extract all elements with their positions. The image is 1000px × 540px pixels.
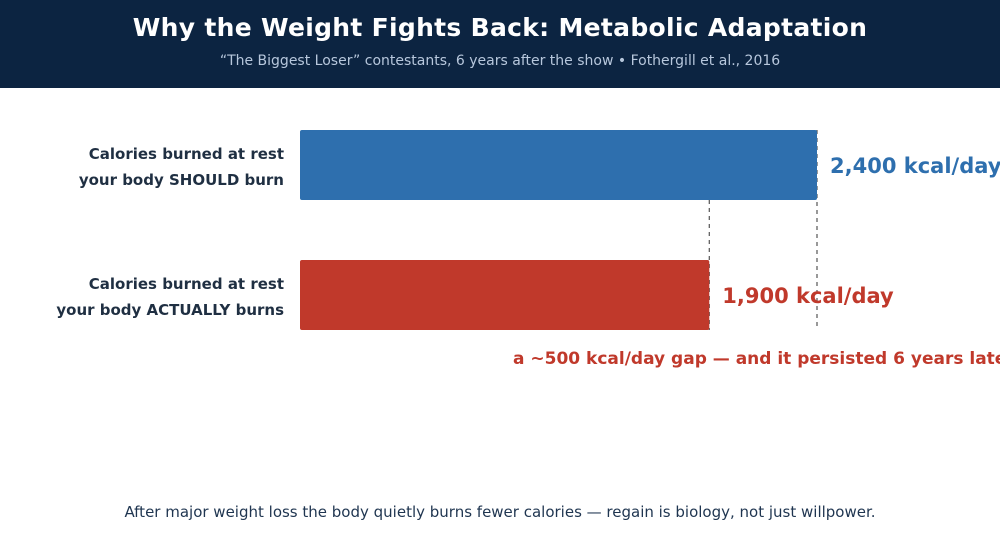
bar-1 [300,130,817,200]
category-label-1-line-2: your body SHOULD burn [79,171,284,189]
bar-2 [300,260,710,330]
category-label-2-line-2: your body ACTUALLY burns [56,301,284,319]
chart-header: Why the Weight Fights Back: Metabolic Ad… [0,0,1000,88]
gap-annotation: a ~500 kcal/day gap — and it persisted 6… [513,349,1000,369]
bar-chart: Calories burned at rest your body SHOULD … [56,130,1000,369]
value-label-1: 2,400 kcal/day [830,154,1000,178]
value-label-2: 1,900 kcal/day [722,284,894,308]
category-label-2-line-1: Calories burned at rest [89,275,284,293]
chart-title: Why the Weight Fights Back: Metabolic Ad… [132,13,868,42]
chart-subtitle: “The Biggest Loser” contestants, 6 years… [219,53,781,69]
footnote: After major weight loss the body quietly… [124,503,876,521]
category-label-1-line-1: Calories burned at rest [89,145,284,163]
